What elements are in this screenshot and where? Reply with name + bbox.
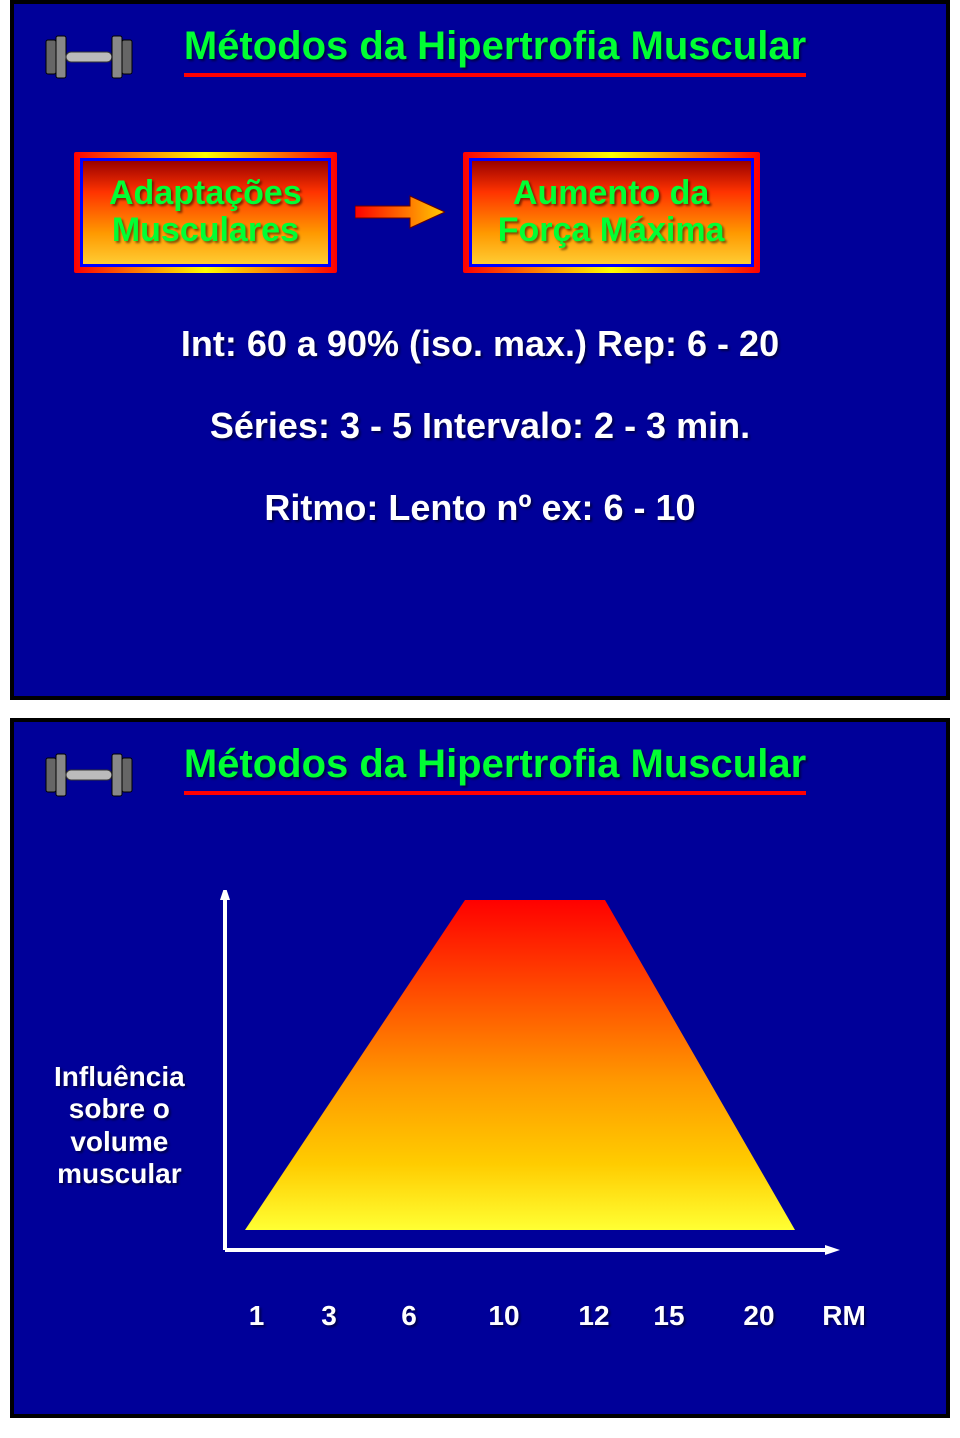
x-tick-6: 20	[709, 1300, 809, 1332]
slide-title: Métodos da Hipertrofia Muscular	[184, 24, 806, 77]
box2-line2: Força Máxima	[498, 212, 725, 249]
x-tick-4: 12	[559, 1300, 629, 1332]
arrow-icon	[355, 192, 445, 232]
x-tick-5: 15	[629, 1300, 709, 1332]
x-tick-2: 6	[369, 1300, 449, 1332]
title-wrap-2: Métodos da Hipertrofia Muscular	[134, 742, 946, 795]
title-row: Métodos da Hipertrofia Muscular	[14, 4, 946, 82]
y-label-line1: Influência	[54, 1061, 185, 1093]
y-label-line3: volume	[54, 1126, 185, 1158]
box1-line2: Musculares	[109, 212, 302, 249]
box-aumento: Aumento da Força Máxima	[463, 152, 760, 273]
y-label-line2: sobre o	[54, 1093, 185, 1125]
info-line-2: Séries: 3 - 5 Intervalo: 2 - 3 min.	[14, 405, 946, 447]
boxes-row: Adaptações Musculares Aumento da Força M…	[14, 152, 946, 273]
info-line-3: Ritmo: Lento nº ex: 6 - 10	[14, 487, 946, 529]
box2-line1: Aumento da	[498, 175, 725, 212]
title-wrap: Métodos da Hipertrofia Muscular	[134, 24, 946, 77]
title-row-2: Métodos da Hipertrofia Muscular	[14, 722, 946, 800]
x-tick-3: 10	[449, 1300, 559, 1332]
box1-line1: Adaptações	[109, 175, 302, 212]
y-axis-label: Influência sobre o volume muscular	[54, 1061, 185, 1190]
y-label-line4: muscular	[54, 1158, 185, 1190]
slide-title-2: Métodos da Hipertrofia Muscular	[184, 742, 806, 795]
x-tick-7: RM	[809, 1300, 879, 1332]
slide-2: Métodos da Hipertrofia Muscular Influênc…	[10, 718, 950, 1418]
x-tick-1: 3	[289, 1300, 369, 1332]
dumbbell-icon	[44, 750, 134, 800]
box-adaptacoes: Adaptações Musculares	[74, 152, 337, 273]
info-line-1: Int: 60 a 90% (iso. max.) Rep: 6 - 20	[14, 323, 946, 365]
x-axis-labels: 1 3 6 10 12 15 20 RM	[224, 1300, 946, 1332]
chart-area: Influência sobre o volume muscular	[14, 890, 946, 1290]
x-tick-0: 1	[224, 1300, 289, 1332]
chart	[205, 890, 845, 1290]
slide-1: Métodos da Hipertrofia Muscular Adaptaçõ…	[10, 0, 950, 700]
info-lines: Int: 60 a 90% (iso. max.) Rep: 6 - 20 Sé…	[14, 323, 946, 529]
dumbbell-icon	[44, 32, 134, 82]
